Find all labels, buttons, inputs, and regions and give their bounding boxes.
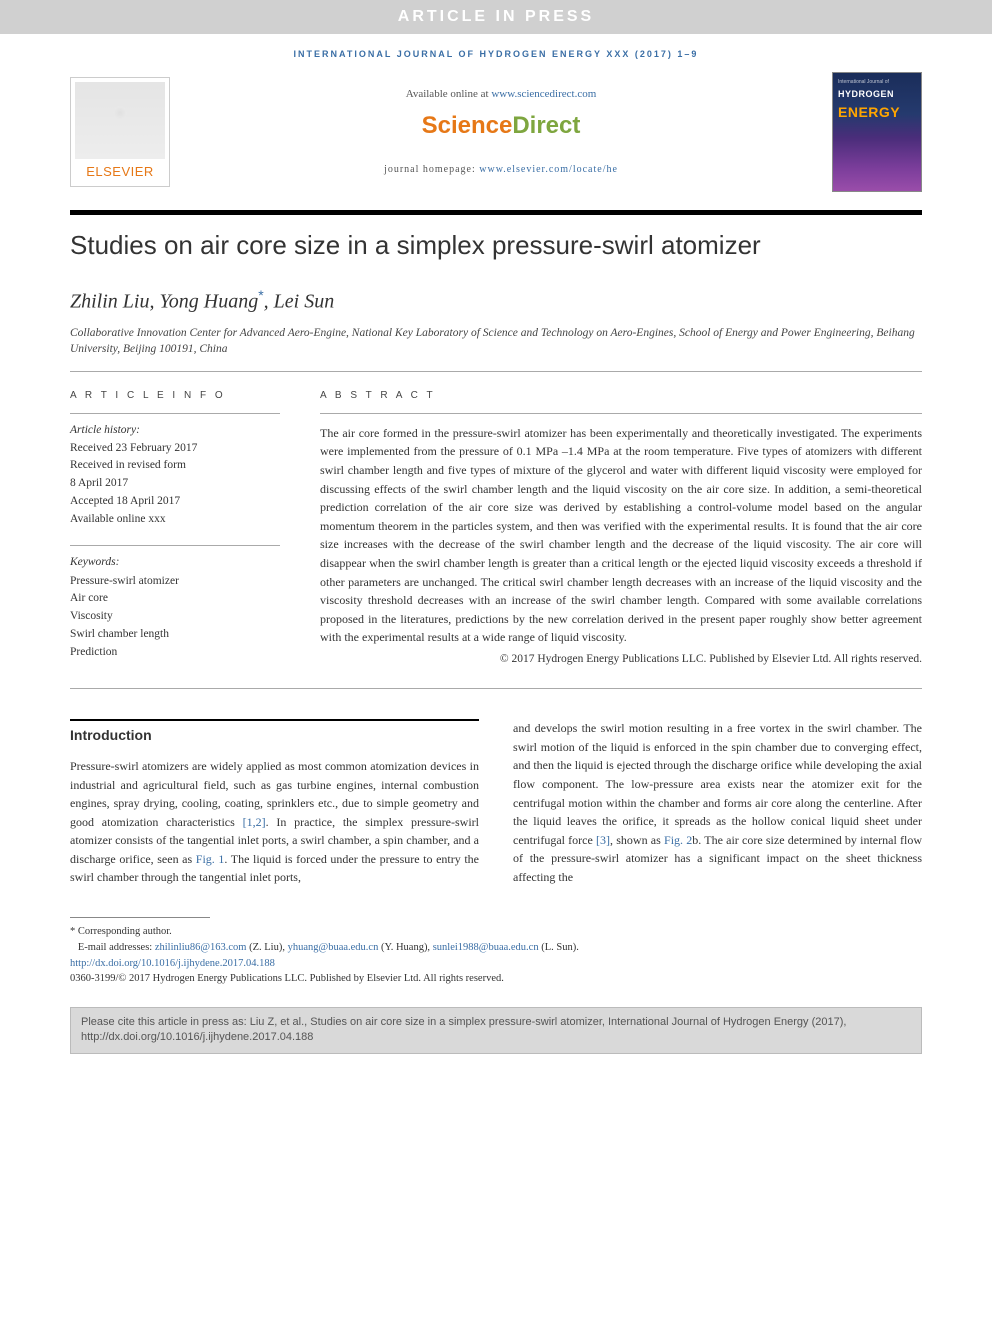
name-3: (L. Sun). [539, 942, 579, 953]
homepage-prefix: journal homepage: [384, 164, 479, 175]
abstract-block: A B S T R A C T The air core formed in t… [320, 388, 922, 668]
cover-hydrogen: HYDROGEN [838, 88, 916, 102]
keyword-2: Air core [70, 590, 280, 608]
keyword-1: Pressure-swirl atomizer [70, 573, 280, 591]
abstract-copyright: © 2017 Hydrogen Energy Publications LLC.… [320, 651, 922, 668]
info-rule-1 [70, 413, 280, 414]
available-online: Available online at www.sciencedirect.co… [190, 86, 812, 103]
fig-2-link[interactable]: Fig. 2 [664, 833, 692, 847]
history-block: Article history: Received 23 February 20… [70, 422, 280, 529]
email-3[interactable]: sunlei1988@buaa.edu.cn [433, 942, 539, 953]
name-2: (Y. Huang), [378, 942, 432, 953]
name-1: (Z. Liu), [246, 942, 287, 953]
info-rule-2 [70, 545, 280, 546]
section-rule [70, 719, 479, 721]
email-line: E-mail addresses: zhilinliu86@163.com (Z… [70, 940, 922, 956]
header-center: Available online at www.sciencedirect.co… [190, 86, 812, 178]
sciencedirect-link[interactable]: www.sciencedirect.com [491, 88, 596, 100]
history-received: Received 23 February 2017 [70, 440, 280, 458]
ref-1-2-link[interactable]: [1,2] [243, 815, 266, 829]
abstract-heading: A B S T R A C T [320, 388, 922, 403]
p2b: , shown as [610, 833, 664, 847]
sciencedirect-logo: ScienceDirect [190, 108, 812, 144]
journal-cover: International Journal of HYDROGEN ENERGY [832, 72, 922, 192]
author-2: Yong Huang [159, 291, 258, 313]
journal-reference: INTERNATIONAL JOURNAL OF HYDROGEN ENERGY… [0, 34, 992, 72]
issn-line: 0360-3199/© 2017 Hydrogen Energy Publica… [70, 971, 922, 987]
homepage-link[interactable]: www.elsevier.com/locate/he [479, 164, 618, 175]
intro-para-1: Pressure-swirl atomizers are widely appl… [70, 757, 479, 887]
history-revised-date: 8 April 2017 [70, 475, 280, 493]
email-2[interactable]: yhuang@buaa.edu.cn [288, 942, 379, 953]
author-1: Zhilin Liu [70, 291, 149, 313]
elsevier-text: ELSEVIER [86, 162, 154, 182]
sd-orange: Science [422, 112, 513, 139]
history-accepted: Accepted 18 April 2017 [70, 493, 280, 511]
sd-green: Direct [512, 112, 580, 139]
email-1[interactable]: zhilinliu86@163.com [155, 942, 247, 953]
abstract-rule [320, 413, 922, 414]
email-label: E-mail addresses: [78, 942, 155, 953]
header-row: ELSEVIER Available online at www.science… [0, 72, 992, 192]
keywords-label: Keywords: [70, 554, 280, 572]
keyword-5: Prediction [70, 644, 280, 662]
info-row: A R T I C L E I N F O Article history: R… [0, 372, 992, 688]
fig-1-link[interactable]: Fig. 1 [196, 852, 225, 866]
keyword-4: Swirl chamber length [70, 626, 280, 644]
p2a: and develops the swirl motion resulting … [513, 721, 922, 847]
homepage-line: journal homepage: www.elsevier.com/locat… [190, 162, 812, 177]
authors: Zhilin Liu, Yong Huang*, Lei Sun [0, 267, 992, 323]
info-heading: A R T I C L E I N F O [70, 388, 280, 403]
footer-rule [70, 917, 210, 918]
cover-energy: ENERGY [838, 102, 916, 123]
corr-star-icon: * [258, 287, 263, 303]
ref-3-link[interactable]: [3] [596, 833, 610, 847]
footer-block: * Corresponding author. E-mail addresses… [0, 907, 992, 1001]
author-3: Lei Sun [274, 291, 335, 313]
intro-heading: Introduction [70, 725, 479, 747]
article-info: A R T I C L E I N F O Article history: R… [70, 388, 280, 668]
doi-link[interactable]: http://dx.doi.org/10.1016/j.ijhydene.201… [70, 958, 275, 969]
press-banner: ARTICLE IN PRESS [0, 0, 992, 34]
intro-para-2: and develops the swirl motion resulting … [513, 719, 922, 886]
corresponding-author: * Corresponding author. [70, 924, 922, 940]
available-prefix: Available online at [406, 88, 492, 100]
body-columns: Introduction Pressure-swirl atomizers ar… [0, 689, 992, 907]
elsevier-tree-icon [75, 82, 165, 160]
column-left: Introduction Pressure-swirl atomizers ar… [70, 719, 479, 887]
cover-small: International Journal of [838, 79, 916, 87]
column-right: and develops the swirl motion resulting … [513, 719, 922, 887]
affiliation: Collaborative Innovation Center for Adva… [0, 323, 992, 371]
citation-box: Please cite this article in press as: Li… [70, 1007, 922, 1054]
history-revised: Received in revised form [70, 457, 280, 475]
article-title: Studies on air core size in a simplex pr… [0, 215, 992, 268]
abstract-text: The air core formed in the pressure-swir… [320, 424, 922, 647]
history-online: Available online xxx [70, 511, 280, 529]
elsevier-logo: ELSEVIER [70, 77, 170, 187]
keywords-block: Keywords: Pressure-swirl atomizer Air co… [70, 554, 280, 662]
history-label: Article history: [70, 422, 280, 440]
keyword-3: Viscosity [70, 608, 280, 626]
